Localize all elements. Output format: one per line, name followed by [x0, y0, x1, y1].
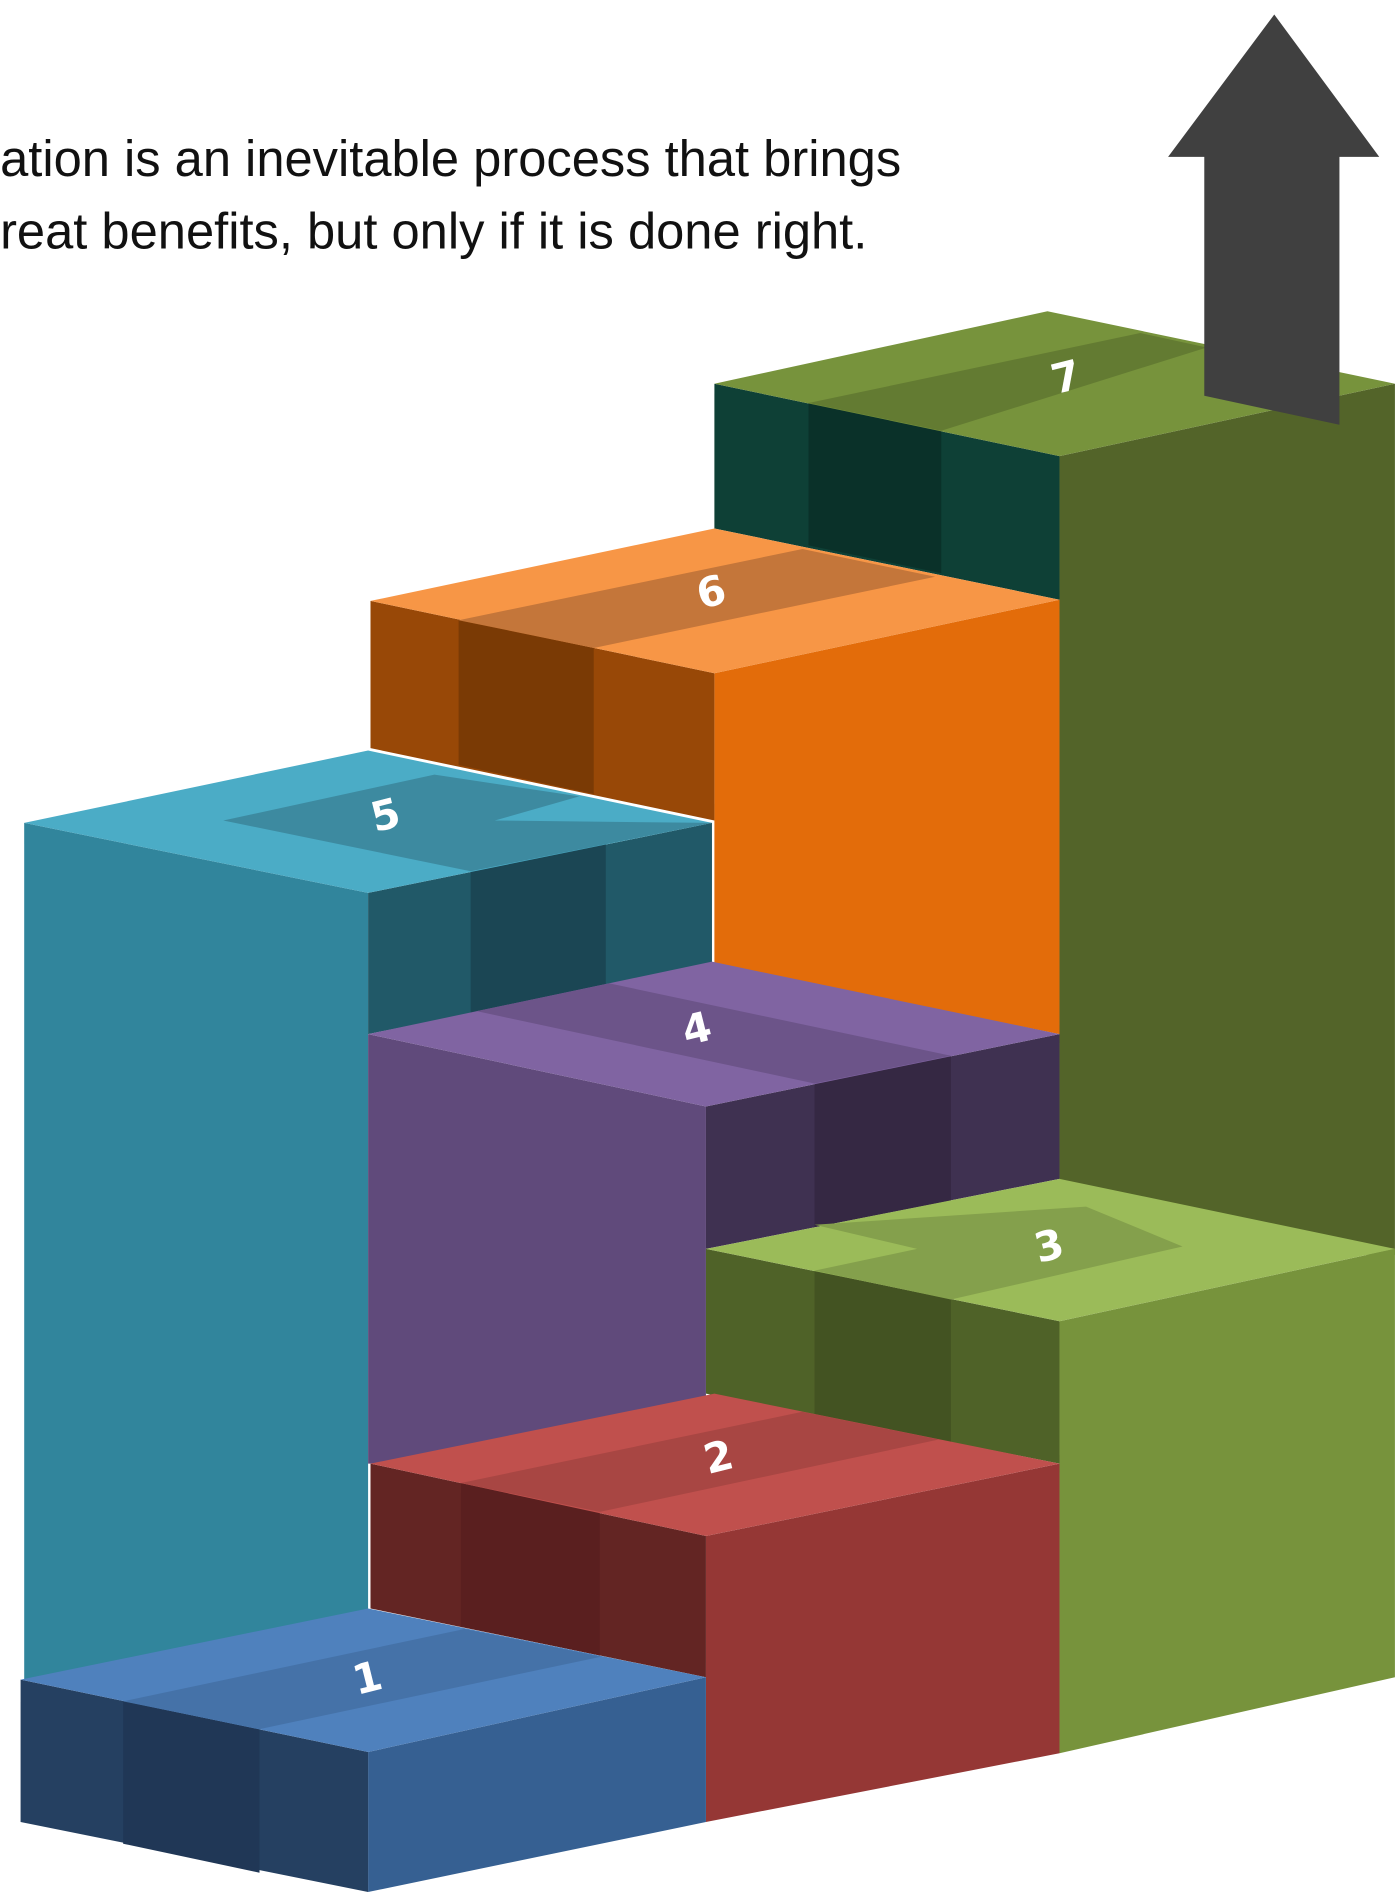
step-7: [714, 311, 1395, 1255]
caption-line: ation is an inevitable process that brin…: [0, 130, 901, 187]
caption-line: reat benefits, but only if it is done ri…: [0, 203, 867, 260]
up-arrow: [1168, 14, 1380, 425]
step-6: [370, 528, 1060, 1035]
step-3: [705, 1178, 1395, 1754]
step-4: [368, 961, 1060, 1464]
step-2: [370, 1393, 1060, 1823]
step-1: [20, 1608, 706, 1892]
step-5: [24, 750, 712, 1680]
